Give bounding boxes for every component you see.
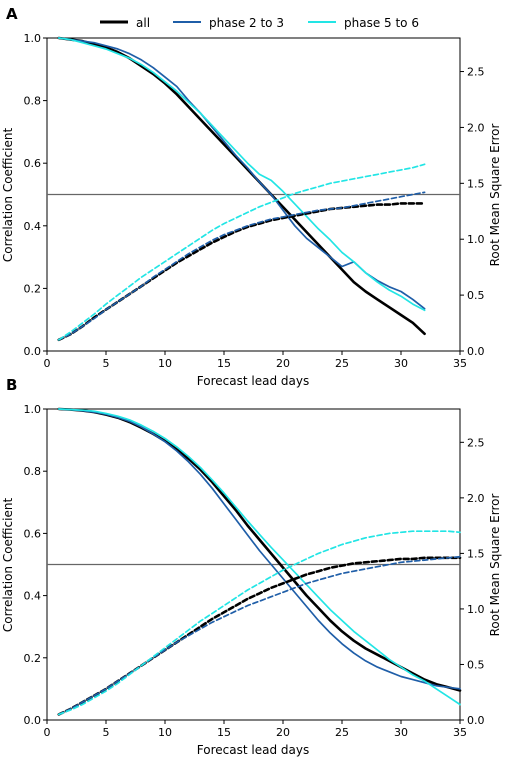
panel-a-xtick-label: 15	[217, 357, 231, 370]
panel-a-series-all-correlation	[57, 36, 426, 336]
panel-a-series-phase-2-to-3-rmse	[57, 191, 426, 341]
panel-b-xlabel: Forecast lead days	[197, 743, 309, 757]
panel-a-ylabel: Correlation Coefficient	[1, 128, 15, 263]
panel-b-y2tick-label: 1.5	[467, 547, 485, 560]
panel-b: B 0 5 10 15 20 25 30 350.00.20.40.60.81.00.00.5…	[1, 376, 502, 757]
panel-b-series-phase-2-to-3-correlation	[57, 408, 461, 690]
panel-a-xtick-label: 5	[103, 357, 110, 370]
panel-a: A 0 5 10 15 20 25 30 350.00.20.40.60.81.00.00.5…	[1, 5, 502, 388]
panel-a-y2label: Root Mean Square Error	[488, 124, 502, 267]
panel-b-ylabel: Correlation Coefficient	[1, 498, 15, 633]
panel-b-series-phase-5-to-6-rmse	[57, 530, 461, 716]
panel-b-y2tick-label: 2.5	[467, 436, 485, 449]
panel-b-y2label: Root Mean Square Error	[488, 494, 502, 637]
panel-a-series	[57, 36, 426, 342]
panel-a-series-all-rmse	[57, 202, 426, 342]
panel-b-y2tick-label: 0.0	[467, 714, 485, 727]
panel-a-ytick-label: 0.4	[24, 220, 42, 233]
panel-a-y2tick-label: 2.0	[467, 121, 485, 134]
panel-a-ticks: 0 5 10 15 20 25 30 350.00.20.40.60.81.00.00.51.…	[24, 32, 485, 370]
panel-b-series-phase-5-to-6-correlation	[57, 408, 461, 706]
legend-label-phase-5-to-6: phase 5 to 6	[344, 16, 419, 30]
panel-a-xtick-label: 35	[453, 357, 467, 370]
panel-a-ytick-label: 0.8	[24, 95, 42, 108]
panel-a-ytick-label: 0.2	[24, 282, 42, 295]
panel-a-y2tick-label: 0.0	[467, 345, 485, 358]
panel-b-xtick-label: 0	[44, 726, 51, 739]
panel-b-ytick-label: 0.0	[24, 714, 42, 727]
panel-a-letter: A	[6, 5, 18, 23]
panel-b-ytick-label: 1.0	[24, 403, 42, 416]
panel-a-series-phase-5-to-6-rmse	[57, 163, 426, 341]
panel-a-xtick-label: 20	[276, 357, 290, 370]
panel-a-ytick-label: 0.6	[24, 157, 42, 170]
panel-b-y2tick-label: 1.0	[467, 603, 485, 616]
panel-a-y2tick-label: 0.5	[467, 289, 485, 302]
legend-label-all: all	[136, 16, 150, 30]
panel-b-xtick-label: 25	[335, 726, 349, 739]
panel-a-xtick-label: 30	[394, 357, 408, 370]
panel-b-ytick-label: 0.2	[24, 652, 42, 665]
panel-b-ticks: 0 5 10 15 20 25 30 350.00.20.40.60.81.00.00.51.…	[24, 403, 485, 739]
panel-a-xtick-label: 0	[44, 357, 51, 370]
panel-a-y2tick-label: 1.5	[467, 177, 485, 190]
panel-a-y2tick-label: 2.5	[467, 66, 485, 79]
panel-a-series-phase-2-to-3-correlation	[57, 37, 426, 310]
panel-b-series	[57, 407, 462, 716]
panel-b-xtick-label: 5	[103, 726, 110, 739]
panel-b-ytick-label: 0.8	[24, 465, 42, 478]
panel-a-ytick-label: 0.0	[24, 345, 42, 358]
panel-b-y2tick-label: 0.5	[467, 658, 485, 671]
panel-b-ytick-label: 0.6	[24, 527, 42, 540]
panel-b-ytick-label: 0.4	[24, 590, 42, 603]
panel-b-xtick-label: 10	[158, 726, 172, 739]
panel-a-y2tick-label: 1.0	[467, 233, 485, 246]
panel-b-xtick-label: 30	[394, 726, 408, 739]
panel-b-series-all-rmse	[57, 556, 462, 716]
panel-a-series-phase-5-to-6-correlation	[57, 37, 426, 312]
panel-a-xtick-label: 10	[158, 357, 172, 370]
panel-a-xlabel: Forecast lead days	[197, 374, 309, 388]
panel-b-letter: B	[6, 376, 17, 394]
panel-b-y2tick-label: 2.0	[467, 492, 485, 505]
panel-b-xtick-label: 35	[453, 726, 467, 739]
panel-b-xtick-label: 20	[276, 726, 290, 739]
panel-a-xtick-label: 25	[335, 357, 349, 370]
panel-b-series-phase-2-to-3-rmse	[57, 555, 461, 716]
panel-a-ytick-label: 1.0	[24, 32, 42, 45]
legend: all phase 2 to 3 phase 5 to 6	[100, 16, 419, 30]
legend-label-phase-2-to-3: phase 2 to 3	[209, 16, 284, 30]
panel-b-xtick-label: 15	[217, 726, 231, 739]
